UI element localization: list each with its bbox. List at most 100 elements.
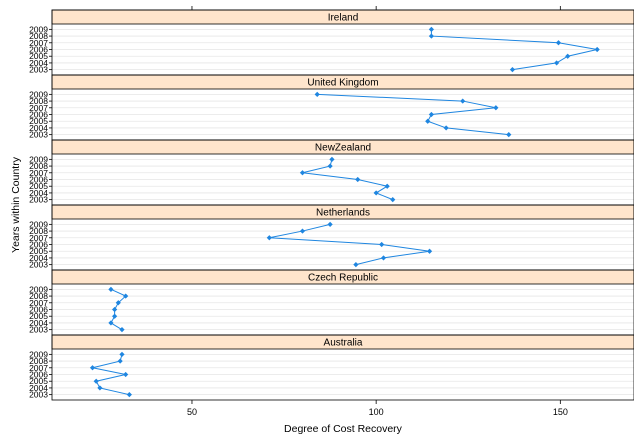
data-point-2004 bbox=[443, 125, 449, 131]
y-tick-label: 2006 bbox=[29, 175, 48, 185]
y-tick-label: 2008 bbox=[29, 226, 48, 236]
data-point-2008 bbox=[299, 228, 306, 234]
data-point-2008 bbox=[327, 163, 333, 169]
y-tick-label: 2008 bbox=[29, 356, 48, 366]
y-tick-label: 2005 bbox=[29, 311, 48, 321]
data-point-2007 bbox=[555, 40, 562, 46]
y-tick-label: 2003 bbox=[29, 130, 48, 140]
y-tick-label: 2005 bbox=[29, 116, 48, 126]
y-tick-label: 2008 bbox=[29, 96, 48, 106]
data-point-2003 bbox=[509, 67, 516, 73]
y-tick-label: 2007 bbox=[29, 298, 48, 308]
y-tick-label: 2009 bbox=[29, 24, 48, 34]
data-point-2004 bbox=[554, 60, 560, 66]
data-point-2007 bbox=[299, 170, 306, 176]
y-tick-label: 2008 bbox=[29, 161, 48, 171]
y-tick-label: 2006 bbox=[29, 45, 48, 55]
data-point-2004 bbox=[373, 190, 379, 196]
data-point-2003 bbox=[126, 392, 132, 398]
data-point-2005 bbox=[425, 118, 431, 124]
data-point-2009 bbox=[327, 221, 333, 227]
x-tick-label: 100 bbox=[369, 407, 384, 417]
y-tick-label: 2004 bbox=[29, 188, 48, 198]
y-tick-label: 2009 bbox=[29, 154, 48, 164]
y-tick-label: 2007 bbox=[29, 233, 48, 243]
panel-strip-label: NewZealand bbox=[315, 143, 371, 154]
y-tick-label: 2004 bbox=[29, 253, 48, 263]
y-tick-label: 2005 bbox=[29, 376, 48, 386]
panel-strip-label: Ireland bbox=[328, 13, 359, 24]
data-point-2005 bbox=[426, 248, 433, 254]
data-point-2009 bbox=[119, 351, 125, 357]
data-point-2003 bbox=[390, 197, 396, 203]
data-point-2008 bbox=[428, 33, 435, 39]
y-tick-label: 2004 bbox=[29, 318, 48, 328]
y-tick-label: 2009 bbox=[29, 219, 48, 229]
data-point-2006 bbox=[428, 111, 435, 118]
y-tick-label: 2003 bbox=[29, 390, 48, 400]
y-tick-label: 2009 bbox=[29, 349, 48, 359]
data-point-2008 bbox=[123, 293, 129, 299]
panel-united-kingdom: United Kingdom 20032004200520062007200820… bbox=[29, 74, 634, 140]
y-tick-label: 2003 bbox=[29, 260, 48, 270]
data-point-2007 bbox=[266, 235, 272, 241]
y-tick-label: 2004 bbox=[29, 383, 48, 393]
panel-frame bbox=[51, 334, 634, 401]
data-point-2005 bbox=[112, 313, 118, 319]
y-tick-label: 2005 bbox=[29, 246, 48, 256]
y-tick-label: 2007 bbox=[29, 38, 48, 48]
data-point-2006 bbox=[355, 176, 361, 183]
data-point-2008 bbox=[117, 358, 123, 364]
data-point-2006 bbox=[112, 306, 118, 313]
y-tick-label: 2003 bbox=[29, 65, 48, 75]
data-point-2006 bbox=[594, 46, 600, 53]
y-tick-label: 2009 bbox=[29, 284, 48, 294]
y-tick-label: 2006 bbox=[29, 370, 48, 380]
data-point-2007 bbox=[89, 365, 96, 371]
panel-strip-label: Netherlands bbox=[316, 208, 370, 219]
data-point-2004 bbox=[97, 385, 103, 391]
data-point-2006 bbox=[123, 371, 129, 378]
data-point-2004 bbox=[108, 320, 114, 326]
y-tick-label: 2007 bbox=[29, 103, 48, 113]
data-point-2003 bbox=[119, 327, 125, 333]
data-point-2006 bbox=[379, 241, 385, 248]
y-tick-label: 2006 bbox=[29, 305, 48, 315]
panel-strip-label: United Kingdom bbox=[307, 78, 378, 89]
data-point-2009 bbox=[329, 156, 335, 162]
x-axis-title: Degree of Cost Recovery bbox=[284, 423, 403, 435]
y-axis-title: Years within Country bbox=[10, 156, 22, 253]
y-tick-label: 2005 bbox=[29, 181, 48, 191]
y-tick-label: 2005 bbox=[29, 51, 48, 61]
y-tick-label: 2007 bbox=[29, 168, 48, 178]
y-tick-label: 2003 bbox=[29, 325, 48, 335]
data-point-2005 bbox=[565, 53, 571, 59]
data-point-2005 bbox=[93, 378, 99, 384]
x-tick-label: 150 bbox=[553, 407, 568, 417]
data-point-2008 bbox=[460, 98, 466, 104]
data-point-2005 bbox=[384, 183, 390, 189]
data-point-2007 bbox=[493, 105, 499, 111]
x-tick-label: 50 bbox=[187, 407, 197, 417]
y-tick-label: 2008 bbox=[29, 291, 48, 301]
y-tick-label: 2003 bbox=[29, 195, 48, 205]
data-point-2009 bbox=[314, 91, 320, 97]
y-tick-label: 2007 bbox=[29, 363, 48, 373]
panel-strip-label: Australia bbox=[324, 338, 363, 349]
data-point-2009 bbox=[428, 26, 435, 32]
y-tick-label: 2006 bbox=[29, 110, 48, 120]
data-point-2007 bbox=[115, 300, 121, 306]
data-point-2004 bbox=[380, 255, 387, 261]
data-point-2003 bbox=[506, 132, 512, 138]
y-tick-label: 2004 bbox=[29, 123, 48, 133]
y-tick-label: 2006 bbox=[29, 240, 48, 250]
data-point-2003 bbox=[353, 262, 359, 268]
y-tick-label: 2009 bbox=[29, 89, 48, 99]
data-point-2009 bbox=[108, 286, 114, 292]
